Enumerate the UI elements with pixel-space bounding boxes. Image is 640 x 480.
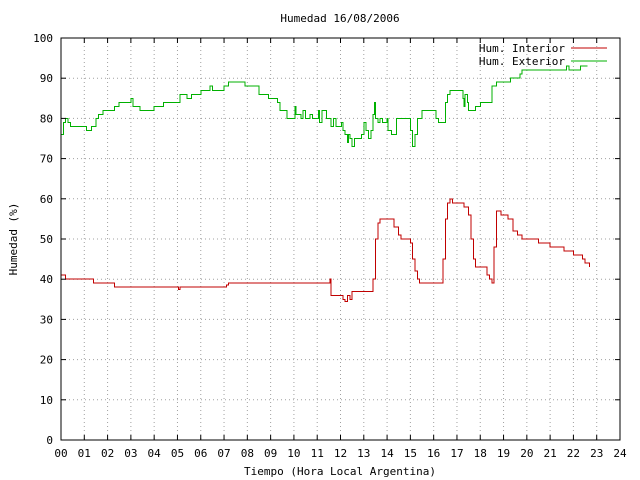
series-line-exterior: [61, 65, 588, 147]
x-tick-label: 01: [78, 447, 91, 460]
x-tick-label: 10: [287, 447, 300, 460]
y-tick-label: 60: [40, 193, 53, 206]
x-tick-label: 00: [54, 447, 67, 460]
x-tick-label: 05: [171, 447, 184, 460]
series-line-interior: [61, 198, 591, 302]
x-axis-label: Tiempo (Hora Local Argentina): [244, 465, 436, 478]
x-tick-label: 20: [520, 447, 533, 460]
x-tick-label: 22: [567, 447, 580, 460]
y-tick-label: 100: [33, 32, 53, 45]
ticks: 0 10 20 30 40 50 60 70 80 90 100 00 01 02 03 04 05 06 07 08…: [33, 32, 627, 460]
y-tick-label: 50: [40, 233, 53, 246]
y-tick-label: 70: [40, 153, 53, 166]
x-tick-label: 08: [241, 447, 254, 460]
x-tick-label: 13: [357, 447, 370, 460]
y-tick-label: 80: [40, 112, 53, 125]
x-tick-label: 02: [101, 447, 114, 460]
y-tick-label: 20: [40, 354, 53, 367]
x-tick-label: 17: [450, 447, 463, 460]
x-tick-label: 07: [217, 447, 230, 460]
x-tick-label: 16: [427, 447, 440, 460]
x-tick-label: 14: [380, 447, 394, 460]
x-tick-label: 18: [474, 447, 487, 460]
y-tick-label: 10: [40, 394, 53, 407]
grid: [61, 38, 620, 440]
series-layer: [61, 65, 591, 302]
chart-title: Humedad 16/08/2006: [280, 12, 399, 25]
y-axis-label: Humedad (%): [7, 203, 20, 276]
y-tick-label: 90: [40, 72, 53, 85]
x-tick-label: 21: [544, 447, 557, 460]
legend-label-exterior: Hum. Exterior: [479, 55, 565, 68]
x-tick-label: 06: [194, 447, 207, 460]
legend: Hum. Interior Hum. Exterior: [479, 42, 607, 68]
legend-label-interior: Hum. Interior: [479, 42, 565, 55]
x-tick-label: 24: [613, 447, 627, 460]
y-tick-label: 30: [40, 313, 53, 326]
y-tick-label: 0: [46, 434, 53, 447]
x-tick-label: 12: [334, 447, 347, 460]
x-tick-label: 15: [404, 447, 417, 460]
x-tick-label: 19: [497, 447, 510, 460]
y-tick-label: 40: [40, 273, 53, 286]
x-tick-label: 11: [311, 447, 324, 460]
x-tick-label: 04: [148, 447, 162, 460]
x-tick-label: 23: [590, 447, 603, 460]
x-tick-label: 09: [264, 447, 277, 460]
x-tick-label: 03: [124, 447, 137, 460]
